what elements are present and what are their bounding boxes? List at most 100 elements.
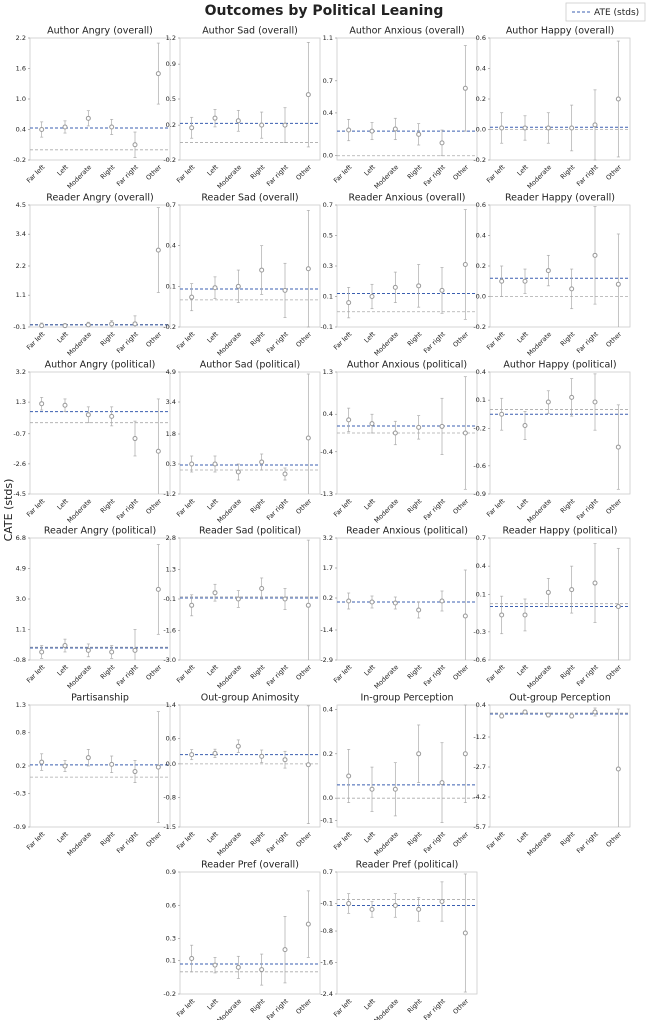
panel-title: Author Anxious (political) <box>347 360 467 371</box>
axes-frame <box>29 204 171 328</box>
panel: Author Angry (overall) -0.2 0.4 1.0 1.6 2.2 Fa… <box>13 26 171 191</box>
y-tick-label: -0.6 <box>473 462 486 470</box>
point <box>392 902 398 908</box>
y-tick-label: 1.1 <box>323 34 333 42</box>
point <box>416 424 422 430</box>
y-tick-label: 1.3 <box>323 368 333 376</box>
x-tick-label: Moderate <box>526 163 554 191</box>
y-tick-label: 1.3 <box>166 566 176 574</box>
panel-title: Author Angry (overall) <box>47 26 153 37</box>
y-tick-label: 0.9 <box>166 868 176 876</box>
x-tick-label: Far right <box>265 997 290 1020</box>
axes-frame <box>29 371 171 495</box>
x-tick-label: Moderate <box>66 663 94 691</box>
point <box>155 764 161 770</box>
point <box>132 321 138 327</box>
y-tick-label: 0.4 <box>476 368 486 376</box>
point <box>235 283 241 289</box>
axes-frame <box>336 537 478 661</box>
point <box>212 461 218 467</box>
point <box>416 906 422 912</box>
panel-title: Reader Sad (political) <box>199 526 301 537</box>
x-tick-label: Far left <box>485 497 507 519</box>
y-tick-label: -0.4 <box>320 448 333 456</box>
x-tick-label: Far right <box>575 497 600 522</box>
point <box>212 115 218 121</box>
x-tick-label: Left <box>363 997 378 1012</box>
point <box>39 759 45 765</box>
y-tick-label: 0.1 <box>166 282 176 290</box>
y-tick-label: 0.7 <box>166 201 176 209</box>
axes-frame <box>179 704 321 828</box>
point <box>189 752 195 758</box>
y-tick-label: 0.4 <box>476 701 486 709</box>
y-tick-label: 6.8 <box>16 534 26 542</box>
y-tick-label: -0.2 <box>473 323 486 331</box>
y-tick-label: -0.1 <box>320 816 333 824</box>
y-tick-label: 0.3 <box>323 262 333 270</box>
x-tick-label: Left <box>56 830 71 845</box>
y-tick-label: 0.1 <box>476 590 486 598</box>
point <box>369 294 375 299</box>
point <box>369 786 375 792</box>
y-tick-label: 0.4 <box>323 705 333 713</box>
axes-frame <box>336 37 478 161</box>
x-tick-label: Moderate <box>216 830 244 858</box>
point <box>189 294 195 300</box>
x-tick-label: Right <box>406 997 424 1015</box>
axes-frame <box>489 704 631 828</box>
x-tick-label: Other <box>144 663 163 682</box>
legend: ATE (stds) <box>565 2 646 22</box>
point <box>615 96 621 102</box>
x-tick-label: Right <box>249 830 267 848</box>
axes-frame <box>179 537 321 661</box>
x-tick-label: Right <box>559 830 577 848</box>
point <box>132 436 138 442</box>
point <box>346 773 352 779</box>
x-tick-label: Left <box>56 497 71 512</box>
x-tick-label: Far right <box>265 497 290 522</box>
x-tick-label: Left <box>56 163 71 178</box>
panel: Author Anxious (political) -1.3 -0.4 0.4 1.3… <box>320 360 478 525</box>
y-tick-label: 0.6 <box>476 201 486 209</box>
panel: Partisanship -0.9 -0.3 0.2 0.8 1.3 Far left Lef… <box>13 693 171 858</box>
y-tick-label: 0.5 <box>323 232 333 240</box>
x-tick-label: Left <box>56 330 71 345</box>
x-tick-label: Moderate <box>216 330 244 358</box>
x-tick-label: Other <box>604 497 623 516</box>
panel-title: Author Anxious (overall) <box>349 26 464 37</box>
panel-title: In-group Perception <box>360 693 453 704</box>
point <box>592 709 598 715</box>
axes-frame <box>336 871 478 995</box>
panel: Author Anxious (overall) 0.0 0.4 0.7 1.1 Far … <box>323 26 478 191</box>
y-tick-label: -0.1 <box>320 899 333 907</box>
y-tick-label: 0.4 <box>323 109 333 117</box>
x-tick-label: Moderate <box>526 497 554 525</box>
point <box>282 757 288 763</box>
y-tick-label: -0.2 <box>473 424 486 432</box>
panel-title: Reader Angry (political) <box>44 526 156 537</box>
point <box>132 647 138 653</box>
point <box>109 649 115 655</box>
x-tick-label: Far left <box>175 830 197 852</box>
y-tick-label: 0.4 <box>16 126 26 134</box>
y-tick-label: 0.6 <box>166 901 176 909</box>
x-tick-label: Other <box>294 830 313 849</box>
x-tick-label: Far right <box>422 163 447 188</box>
y-tick-label: 1.6 <box>16 65 26 73</box>
point <box>416 607 422 613</box>
x-tick-label: Far right <box>265 663 290 688</box>
y-tick-label: 0.3 <box>166 935 176 943</box>
y-tick-label: -0.3 <box>13 790 26 798</box>
point <box>392 284 398 290</box>
y-tick-label: 0.2 <box>16 762 26 770</box>
x-tick-label: Far left <box>332 497 354 519</box>
point <box>499 713 505 719</box>
point <box>522 612 528 618</box>
point <box>305 92 311 98</box>
panel: Reader Angry (overall) -0.1 1.1 2.2 3.4 4.5 Fa… <box>13 193 171 358</box>
point <box>282 596 288 602</box>
axes-frame <box>29 704 171 828</box>
x-tick-label: Moderate <box>526 830 554 858</box>
